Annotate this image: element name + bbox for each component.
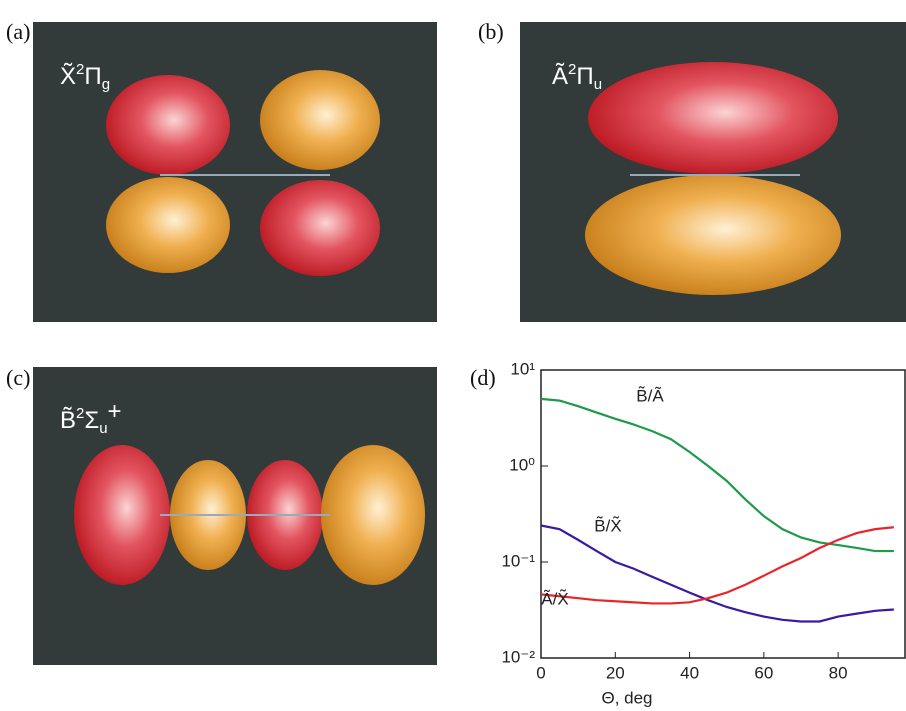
series-label: Ã/X̃ bbox=[541, 589, 568, 609]
x-tick-label: 20 bbox=[606, 663, 625, 682]
y-tick-label: 10⁻¹ bbox=[501, 551, 535, 570]
state-sup: + bbox=[108, 398, 122, 425]
state-sup: 2 bbox=[76, 61, 84, 78]
orbital-b bbox=[520, 22, 906, 322]
orbital-c bbox=[33, 367, 437, 665]
state-sub: u bbox=[594, 76, 602, 93]
panel-label: (a) bbox=[6, 19, 30, 44]
orbital-a bbox=[33, 22, 437, 322]
panel-label: (b) bbox=[478, 19, 504, 44]
series-line bbox=[540, 397, 894, 553]
series-label: B̃/X̃ bbox=[594, 516, 621, 536]
y-tick-label: 10⁻² bbox=[501, 647, 535, 666]
x-tick-label: 0 bbox=[536, 663, 545, 682]
state-term: Π bbox=[576, 63, 593, 90]
y-tick-label: 10⁰ bbox=[509, 455, 535, 474]
x-axis-label: Θ, deg bbox=[601, 688, 652, 707]
y-tick-label: 10¹ bbox=[510, 359, 535, 378]
state-symbol: B̃ bbox=[60, 407, 76, 434]
state-label: Ã2Πu bbox=[552, 61, 602, 93]
x-tick-label: 80 bbox=[829, 663, 848, 682]
state-term: Σ bbox=[84, 407, 99, 434]
plot-frame bbox=[540, 369, 906, 659]
series-line bbox=[540, 526, 894, 605]
state-symbol: X̃ bbox=[60, 63, 76, 90]
panel-label: (c) bbox=[6, 365, 30, 390]
state-label: B̃2Σu+ bbox=[60, 398, 122, 437]
state-sup: 2 bbox=[568, 61, 576, 78]
panel-label: (d) bbox=[470, 365, 496, 390]
state-term: Π bbox=[84, 63, 101, 90]
state-label: X̃2Πg bbox=[60, 61, 110, 93]
series-label: B̃/Ã bbox=[636, 386, 664, 406]
series-line bbox=[540, 524, 894, 623]
state-sub: u bbox=[99, 420, 107, 437]
x-tick-label: 60 bbox=[754, 663, 773, 682]
state-symbol: Ã bbox=[552, 63, 568, 90]
state-sub: g bbox=[102, 76, 110, 93]
state-sup: 2 bbox=[76, 405, 84, 422]
x-tick-label: 40 bbox=[680, 663, 699, 682]
